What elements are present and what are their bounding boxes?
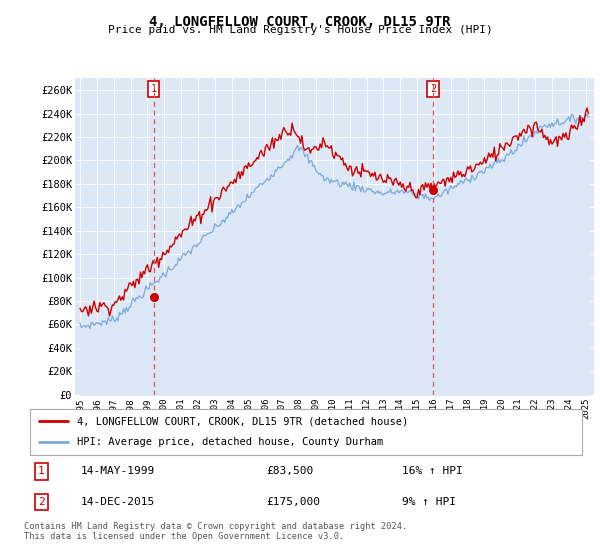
- Text: £83,500: £83,500: [266, 466, 314, 477]
- Text: 4, LONGFELLOW COURT, CROOK, DL15 9TR: 4, LONGFELLOW COURT, CROOK, DL15 9TR: [149, 15, 451, 29]
- Text: 4, LONGFELLOW COURT, CROOK, DL15 9TR (detached house): 4, LONGFELLOW COURT, CROOK, DL15 9TR (de…: [77, 416, 408, 426]
- Text: 1: 1: [38, 466, 45, 477]
- Text: 14-DEC-2015: 14-DEC-2015: [80, 497, 155, 507]
- Text: 2: 2: [430, 84, 436, 94]
- Text: HPI: Average price, detached house, County Durham: HPI: Average price, detached house, Coun…: [77, 437, 383, 447]
- Text: 1: 1: [151, 84, 157, 94]
- Text: 9% ↑ HPI: 9% ↑ HPI: [402, 497, 456, 507]
- Text: 2: 2: [38, 497, 45, 507]
- Text: 16% ↑ HPI: 16% ↑ HPI: [402, 466, 463, 477]
- Text: Contains HM Land Registry data © Crown copyright and database right 2024.
This d: Contains HM Land Registry data © Crown c…: [24, 522, 407, 542]
- Text: £175,000: £175,000: [266, 497, 320, 507]
- Text: Price paid vs. HM Land Registry's House Price Index (HPI): Price paid vs. HM Land Registry's House …: [107, 25, 493, 35]
- Text: 14-MAY-1999: 14-MAY-1999: [80, 466, 155, 477]
